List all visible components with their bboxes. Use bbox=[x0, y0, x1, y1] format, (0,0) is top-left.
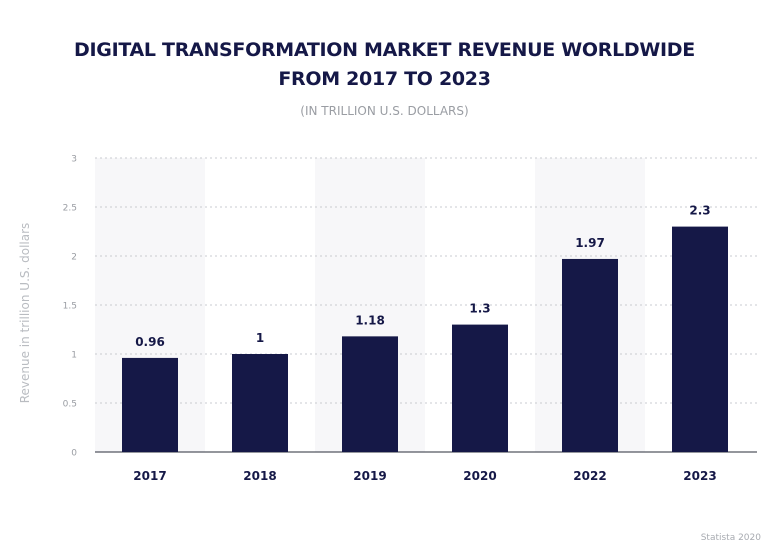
x-tick-label-2023: 2023 bbox=[683, 469, 716, 483]
source-footer: Statista 2020 bbox=[700, 533, 761, 543]
y-tick-label: 0 bbox=[71, 449, 77, 459]
x-tick-label-2020: 2020 bbox=[463, 469, 496, 483]
x-tick-label-2018: 2018 bbox=[243, 469, 276, 483]
data-label-2023: 2.3 bbox=[689, 204, 710, 218]
x-tick-label-2017: 2017 bbox=[133, 469, 166, 483]
data-label-2022: 1.97 bbox=[575, 236, 605, 250]
chart-title-line-2: FROM 2017 TO 2023 bbox=[278, 68, 491, 90]
bar-2018 bbox=[232, 354, 288, 452]
x-tick-label-2022: 2022 bbox=[573, 469, 606, 483]
bar-2019 bbox=[342, 336, 398, 452]
y-tick-label: 2.5 bbox=[63, 204, 77, 214]
x-tick-label-2019: 2019 bbox=[353, 469, 386, 483]
bar-2017 bbox=[122, 357, 178, 452]
y-tick-label: 3 bbox=[71, 155, 77, 165]
chart-title-line-1: DIGITAL TRANSFORMATION MARKET REVENUE WO… bbox=[74, 39, 695, 61]
y-axis-label: Revenue in trillion U.S. dollars bbox=[18, 223, 32, 404]
data-label-2019: 1.18 bbox=[355, 313, 385, 327]
bar-2020 bbox=[452, 324, 508, 452]
y-tick-label: 1.5 bbox=[63, 302, 77, 312]
y-tick-label: 1 bbox=[71, 351, 77, 361]
bar-2023 bbox=[672, 226, 728, 452]
chart-subtitle: (IN TRILLION U.S. DOLLARS) bbox=[300, 104, 469, 118]
data-label-2017: 0.96 bbox=[135, 335, 165, 349]
y-tick-label: 2 bbox=[71, 253, 77, 263]
bar-2022 bbox=[562, 258, 618, 452]
data-label-2018: 1 bbox=[256, 331, 264, 345]
data-label-2020: 1.3 bbox=[469, 302, 490, 316]
y-tick-label: 0.5 bbox=[63, 400, 77, 410]
